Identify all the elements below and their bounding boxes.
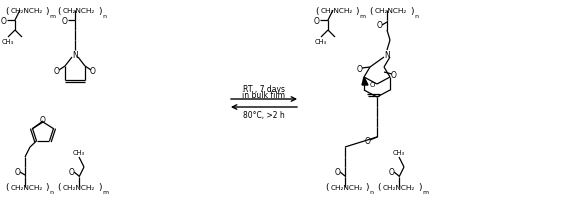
Text: ): ) <box>418 183 422 191</box>
Text: (: ( <box>5 183 9 191</box>
Text: (: ( <box>377 183 380 191</box>
Text: O: O <box>1 16 7 25</box>
Text: 80°C, >2 h: 80°C, >2 h <box>243 111 285 120</box>
Text: ): ) <box>98 183 101 191</box>
Text: CH₂NCH₂: CH₂NCH₂ <box>383 184 415 190</box>
Text: O: O <box>15 168 21 177</box>
Text: CH₃: CH₃ <box>73 149 85 155</box>
Text: CH₃: CH₃ <box>2 39 14 45</box>
Text: m: m <box>102 189 108 195</box>
Text: m: m <box>359 14 365 18</box>
Text: O: O <box>391 70 397 79</box>
Text: ): ) <box>411 6 414 15</box>
Text: (: ( <box>57 6 61 15</box>
Text: n: n <box>414 14 418 18</box>
Text: RT , 7 days: RT , 7 days <box>243 84 285 93</box>
Text: m: m <box>49 14 55 18</box>
Text: O: O <box>62 16 68 25</box>
Text: n: n <box>102 14 106 18</box>
Text: O: O <box>389 168 395 177</box>
Text: O: O <box>54 67 60 76</box>
Polygon shape <box>362 78 368 86</box>
Text: CH₂NCH₂: CH₂NCH₂ <box>375 8 407 14</box>
Text: in bulk film: in bulk film <box>243 91 286 100</box>
Text: m: m <box>422 189 428 195</box>
Text: O: O <box>40 116 46 125</box>
Text: N: N <box>72 50 78 59</box>
Text: O: O <box>370 82 375 87</box>
Text: (: ( <box>57 183 61 191</box>
Text: O: O <box>314 16 320 25</box>
Text: O: O <box>365 136 371 145</box>
Text: O: O <box>90 67 96 76</box>
Text: O: O <box>377 21 383 30</box>
Text: (: ( <box>369 6 373 15</box>
Text: ): ) <box>45 183 49 191</box>
Text: O: O <box>357 64 363 73</box>
Text: ): ) <box>356 6 359 15</box>
Text: (: ( <box>325 183 328 191</box>
Text: n: n <box>49 189 53 195</box>
Text: (: ( <box>5 6 9 15</box>
Text: n: n <box>369 189 373 195</box>
Text: N: N <box>384 50 390 59</box>
Text: ): ) <box>365 183 369 191</box>
Text: O: O <box>335 168 341 177</box>
Text: CH₃: CH₃ <box>315 39 327 45</box>
Text: O: O <box>69 168 75 177</box>
Text: CH₃: CH₃ <box>393 149 405 155</box>
Text: (: ( <box>315 6 319 15</box>
Text: CH₂NCH₂: CH₂NCH₂ <box>321 8 353 14</box>
Text: CH₂NCH₂: CH₂NCH₂ <box>11 8 43 14</box>
Text: ): ) <box>98 6 101 15</box>
Text: CH₂NCH₂: CH₂NCH₂ <box>63 184 95 190</box>
Text: CH₂NCH₂: CH₂NCH₂ <box>11 184 43 190</box>
Text: CH₂NCH₂: CH₂NCH₂ <box>63 8 95 14</box>
Text: ): ) <box>45 6 49 15</box>
Text: CH₂NCH₂: CH₂NCH₂ <box>331 184 363 190</box>
